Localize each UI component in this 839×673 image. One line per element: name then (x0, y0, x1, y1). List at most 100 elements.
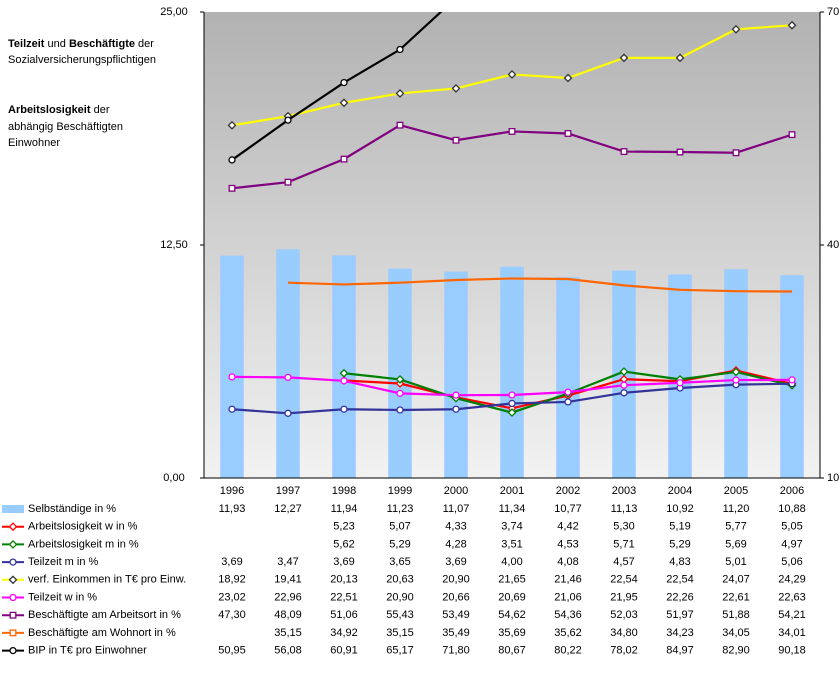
table-value: 71,80 (442, 645, 470, 657)
table-value: 53,49 (442, 609, 470, 621)
point (227, 120, 237, 130)
bar (332, 255, 356, 478)
table-value: 5,71 (613, 538, 634, 550)
x-tick-label: 1998 (332, 485, 356, 497)
table-value: 5,69 (725, 538, 746, 550)
legend-label: Beschäftigte am Wohnort in % (28, 627, 176, 639)
x-tick-label: 2003 (612, 485, 636, 497)
point (619, 53, 629, 63)
table-value: 51,06 (330, 609, 358, 621)
point (732, 376, 740, 384)
table-value: 5,30 (613, 521, 634, 533)
point (508, 128, 516, 135)
x-tick-label: 2006 (780, 485, 804, 497)
table-value: 4,28 (445, 538, 466, 550)
table-value: 20,90 (386, 591, 414, 603)
y-tick-label: 12,50 (160, 239, 188, 251)
y-tick-label: 0,00 (163, 472, 184, 484)
line (231, 12, 443, 161)
annotation-text: der (135, 38, 154, 50)
annotation-text: und (44, 38, 68, 50)
table-value: 4,00 (501, 556, 522, 568)
point (563, 73, 573, 83)
table-value: 82,90 (722, 645, 750, 657)
table-value: 3,51 (501, 538, 522, 550)
table-value: 65,17 (386, 645, 414, 657)
y-tick-label: 25,00 (160, 6, 188, 18)
point (452, 391, 460, 399)
table-value: 3,65 (389, 556, 410, 568)
point (620, 148, 628, 156)
point (452, 136, 460, 144)
point (284, 178, 292, 186)
table-value: 4,42 (557, 521, 578, 533)
point (284, 373, 292, 381)
table-value: 18,92 (218, 574, 246, 586)
point (284, 409, 292, 417)
point (619, 367, 629, 376)
table-value: 4,53 (557, 538, 578, 550)
point (340, 377, 348, 385)
table-value: 54,21 (778, 609, 806, 621)
annotation-text: Teilzeit (8, 38, 45, 50)
table-value: 5,77 (725, 521, 746, 533)
table-value: 22,51 (330, 591, 358, 603)
table-value: 80,22 (554, 645, 582, 657)
table-value: 5,23 (333, 521, 354, 533)
table-value: 47,30 (218, 609, 246, 621)
point (507, 70, 517, 79)
table-value: 4,08 (557, 556, 578, 568)
table-value: 5,62 (333, 538, 354, 550)
point (228, 405, 236, 413)
table-value: 3,74 (501, 521, 522, 533)
table-value: 35,15 (274, 627, 302, 639)
table-value: 4,57 (613, 556, 634, 568)
legend-marker (9, 558, 17, 566)
point (508, 399, 516, 408)
table-value: 54,62 (498, 609, 526, 621)
table-value: 51,97 (666, 609, 694, 621)
point (564, 398, 572, 406)
point (395, 374, 405, 384)
table-value: 84,97 (666, 645, 694, 657)
table-value: 3,47 (277, 556, 298, 568)
table-value: 5,19 (669, 521, 690, 533)
table-value: 3,69 (333, 556, 354, 568)
table-value: 4,83 (669, 556, 690, 568)
table-value: 11,13 (611, 503, 638, 515)
y2-tick-label: 70 (827, 6, 839, 18)
point (787, 20, 797, 30)
point (676, 148, 684, 156)
table-value: 5,06 (781, 556, 802, 568)
bar (556, 277, 580, 478)
legend-label: Beschäftigte am Arbeitsort in % (28, 609, 181, 621)
table-value: 21,06 (554, 591, 582, 603)
y2-tick-label: 10 (827, 472, 839, 484)
annotation: Arbeitslosigkeit der (8, 104, 110, 116)
table-value: 5,01 (725, 556, 746, 568)
point (508, 391, 516, 399)
table-value: 22,26 (666, 591, 694, 603)
x-tick-label: 1996 (220, 485, 244, 497)
table-value: 23,02 (218, 591, 246, 603)
point (395, 89, 405, 98)
legend-key (2, 505, 24, 513)
table-value: 5,05 (781, 521, 802, 533)
table-value: 5,29 (389, 538, 410, 550)
table-value: 35,15 (386, 627, 414, 639)
table-value: 5,29 (669, 538, 690, 550)
point (620, 389, 628, 397)
point (453, 0, 459, 1)
point (788, 131, 796, 139)
point (620, 381, 628, 389)
annotation-text: Arbeitslosigkeit (8, 104, 91, 116)
point (284, 116, 292, 124)
table-value: 20,90 (442, 574, 470, 586)
table-value: 24,07 (722, 574, 750, 586)
table-value: 60,91 (330, 645, 358, 657)
table-value: 22,63 (778, 591, 806, 603)
annotation-text: der (91, 104, 110, 116)
point (731, 24, 741, 34)
table-value: 3,69 (221, 556, 242, 568)
